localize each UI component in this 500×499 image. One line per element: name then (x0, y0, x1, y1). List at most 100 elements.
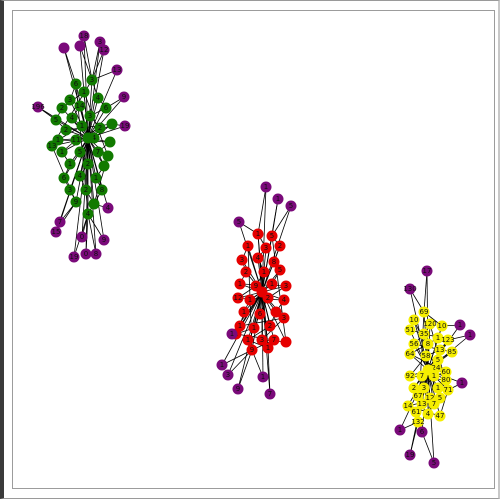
green-core-node (106, 118, 118, 130)
yellow-core-node: 1 (432, 332, 444, 344)
green-periphery-node: 19 (68, 251, 80, 263)
yellow-core-node-circle (436, 320, 448, 332)
red-core-node: 9 (246, 344, 258, 356)
yellow-edge-hub-core (427, 337, 439, 371)
green-periphery-node (74, 40, 86, 52)
yellow-core-node: 64 (404, 348, 416, 360)
green-core-node-label: 6 (62, 174, 67, 182)
green-core-node-circle (78, 86, 90, 98)
green-core-node-label: 2 (84, 186, 88, 194)
red-core-node: 3 (278, 312, 290, 324)
yellow-core-node-label: 4 (426, 410, 431, 418)
red-core-node-circle (246, 344, 258, 356)
yellow-core-node-circle (408, 338, 420, 350)
red-core-node: 5 (266, 230, 278, 242)
red-core-node-label: 4 (282, 296, 287, 304)
red-periphery-node-label: 1 (261, 373, 265, 381)
yellow-core-node-circle (442, 334, 454, 346)
yellow-core-node: 92 (404, 370, 416, 382)
yellow-core-node-circle (434, 410, 446, 422)
green-core-node: 11 (70, 134, 82, 146)
yellow-core-node-label: 35 (420, 330, 429, 338)
green-core-node-circle (76, 120, 88, 132)
green-periphery-node: 4 (102, 202, 114, 214)
green-core-node-label: 2 (86, 160, 90, 168)
yellow-core-node-label: 13 (436, 346, 445, 354)
red-edge-periphery-core (267, 347, 271, 395)
yellow-core-node-circle (418, 306, 430, 318)
red-core-node: 3 (260, 242, 272, 254)
green-core-node: 1 (90, 172, 102, 184)
red-core-node-label: 1 (256, 230, 260, 238)
green-periphery-node-label: 196 (31, 103, 45, 111)
green-periphery-node: 12 (98, 44, 110, 56)
yellow-periphery-node-label: 1 (460, 379, 464, 387)
red-core-node-circle (240, 266, 252, 278)
red-periphery-node: 9 (232, 383, 244, 395)
green-core-node-circle (46, 140, 58, 152)
green-core-node-circle (74, 170, 86, 182)
green-core-node (98, 160, 110, 172)
yellow-core-node-label: 56 (410, 340, 419, 348)
red-core-node-label: 1 (238, 280, 242, 288)
green-core-node: 2 (80, 184, 92, 196)
green-core-node-circle (102, 150, 114, 162)
yellow-core-node-circle (432, 382, 444, 394)
red-core-node: 7 (268, 334, 280, 346)
red-core-node-label: 5 (270, 232, 274, 240)
yellow-core-node-label: 132 (411, 418, 424, 426)
red-core-node-circle (264, 320, 276, 332)
yellow-core-node-label: 47 (436, 412, 445, 420)
green-core-node: 8 (96, 184, 108, 196)
yellow-core-node-circle (442, 384, 454, 396)
green-periphery-node-label: 9 (122, 93, 126, 101)
red-core-node-label: 2 (266, 294, 270, 302)
green-core-node: 5 (50, 114, 62, 126)
red-core-node-circle (274, 240, 286, 252)
red-edge-core (271, 235, 287, 343)
red-periphery-node-circle (232, 383, 244, 395)
yellow-core-node-label: 123 (441, 336, 454, 344)
red-core-node-circle (254, 308, 266, 320)
red-periphery-node-circle (260, 181, 272, 193)
red-core-node-label: 1 (248, 296, 252, 304)
green-core-node-circle (60, 124, 72, 136)
red-core-node-circle (274, 264, 286, 276)
green-core-node-label: 1 (94, 174, 98, 182)
green-core-node-label: 3 (68, 186, 72, 194)
yellow-periphery-node-label: 19 (406, 451, 415, 459)
red-periphery-node-label: 7 (268, 390, 272, 398)
yellow-periphery-node-label: 130 (403, 285, 416, 293)
green-periphery-node-circle (76, 231, 88, 243)
red-core-node-label: 1 (242, 308, 246, 316)
green-periphery-node-label: 7 (58, 218, 62, 226)
green-core-node: 13 (46, 140, 58, 152)
green-periphery-node-label: 0 (84, 250, 88, 258)
yellow-core-node-circle (434, 344, 446, 356)
green-core-node-circle (70, 134, 82, 146)
green-edge-periphery-core (85, 213, 89, 255)
yellow-core-node-circle (410, 406, 422, 418)
green-periphery-node-circle (74, 40, 86, 52)
red-edge-periphery-core (271, 205, 292, 237)
red-core-node-label: 1 (246, 242, 250, 250)
yellow-core-node: 120 (423, 318, 437, 330)
yellow-periphery-node: 17 (421, 265, 433, 277)
yellow-periphery-node-circle (404, 283, 416, 295)
yellow-core-node: 61 (410, 406, 422, 418)
red-core-node-circle (280, 336, 292, 348)
green-periphery-node: 13 (111, 64, 123, 76)
red-core-node-circle (266, 230, 278, 242)
green-periphery-node: 0 (76, 231, 88, 243)
green-edge-hub-core (75, 137, 89, 203)
green-core-node-label: 4 (96, 94, 101, 102)
green-core-node: 4 (66, 112, 78, 124)
green-periphery-node: 15 (50, 226, 62, 238)
green-core-node-circle (64, 184, 76, 196)
green-core-node-label: 4 (78, 172, 83, 180)
red-periphery-node-circle (216, 359, 228, 371)
red-core-node-label: 9 (254, 282, 258, 290)
yellow-periphery-node: 1 (394, 424, 406, 436)
yellow-core-node: 1 (432, 382, 444, 394)
